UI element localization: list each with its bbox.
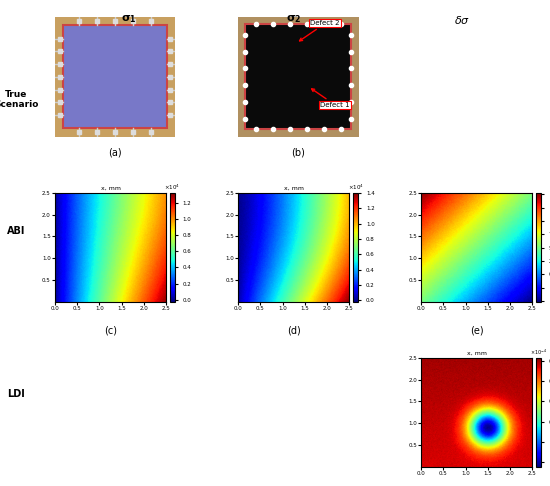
Title: x, mm: x, mm [284,186,304,191]
Text: True
Scenario: True Scenario [0,90,39,109]
Title: x, mm: x, mm [467,351,487,356]
Text: (a): (a) [108,147,122,157]
Title: x, mm: x, mm [101,186,120,191]
Text: (b): (b) [292,147,305,157]
Title: $\times10^{-4}$: $\times10^{-4}$ [530,348,547,357]
Title: $\times10^4$: $\times10^4$ [348,183,364,192]
Text: ABI: ABI [7,226,26,236]
Title: $\times10^4$: $\times10^4$ [164,183,180,192]
Text: $\mathbf{\sigma_1}$: $\mathbf{\sigma_1}$ [122,14,137,25]
Text: (e): (e) [470,326,483,335]
Text: (d): (d) [287,326,300,335]
Text: Defect 1: Defect 1 [312,89,350,108]
Text: (c): (c) [104,326,117,335]
Text: LDI: LDI [8,389,25,399]
Text: Defect 2: Defect 2 [300,20,340,41]
Text: $\mathbf{\sigma_2}$: $\mathbf{\sigma_2}$ [287,14,302,25]
Bar [245,24,351,129]
Text: $\delta\sigma$: $\delta\sigma$ [454,14,470,26]
Bar [63,25,167,128]
